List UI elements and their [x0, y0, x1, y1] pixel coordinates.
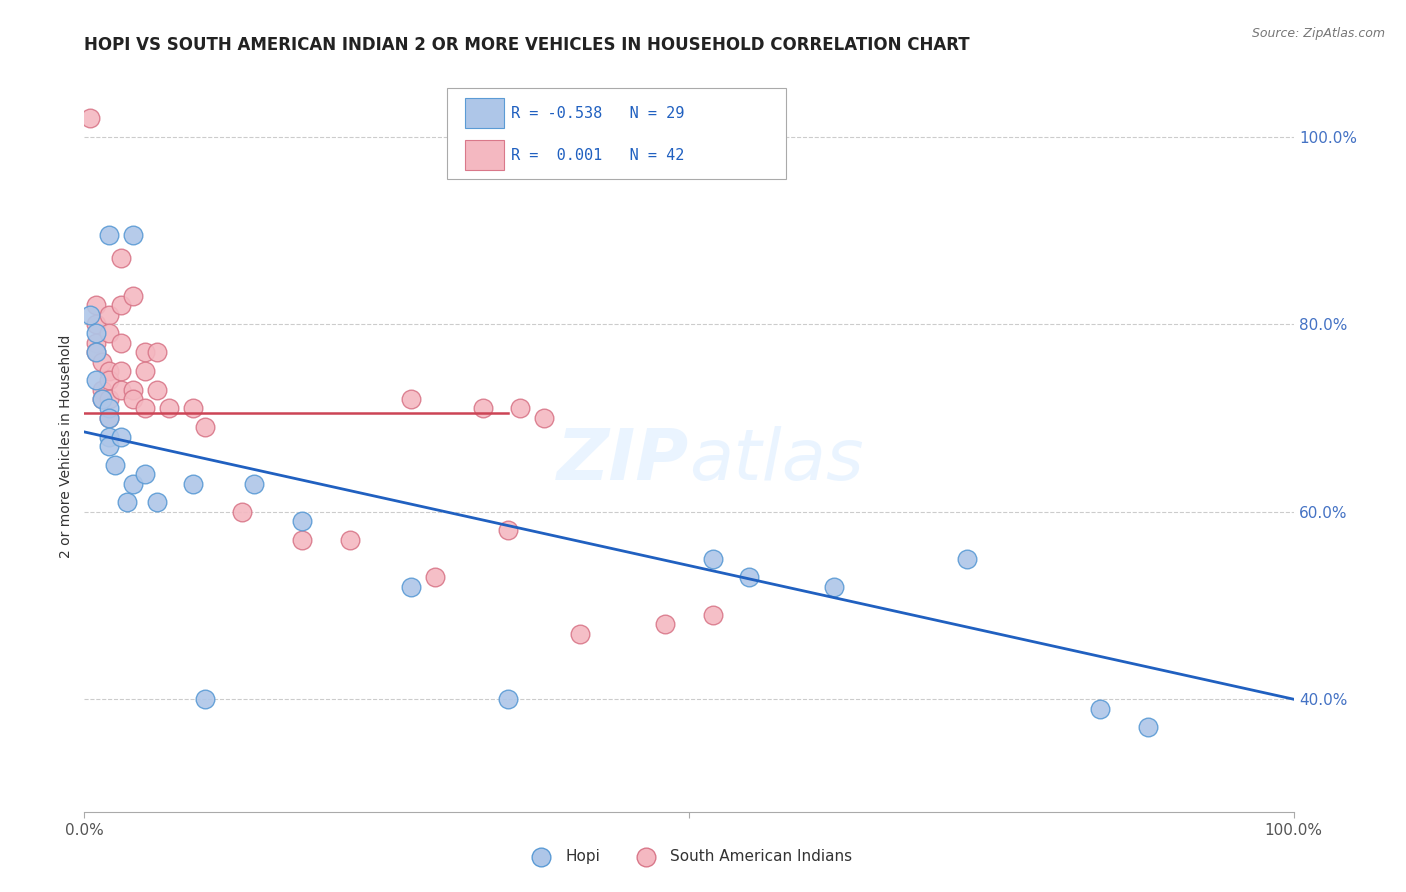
Point: [121, 392, 143, 406]
Point: [956, 551, 979, 566]
Point: [291, 533, 314, 547]
Point: [97, 410, 120, 425]
FancyBboxPatch shape: [447, 87, 786, 179]
Text: R = -0.538   N = 29: R = -0.538 N = 29: [512, 105, 685, 120]
Legend: Hopi, South American Indians: Hopi, South American Indians: [519, 843, 859, 870]
Point: [97, 410, 120, 425]
Point: [654, 617, 676, 632]
Point: [91, 354, 114, 368]
Point: [110, 429, 132, 443]
Point: [339, 533, 361, 547]
Point: [423, 570, 446, 584]
Point: [472, 401, 495, 416]
Point: [79, 111, 101, 125]
Point: [242, 476, 264, 491]
Point: [157, 401, 180, 416]
Point: [86, 345, 108, 359]
Point: [231, 505, 253, 519]
Point: [121, 476, 143, 491]
Point: [194, 420, 217, 434]
Point: [1088, 701, 1111, 715]
Point: [91, 392, 114, 406]
Point: [115, 495, 138, 509]
Point: [121, 227, 143, 242]
Point: [181, 401, 204, 416]
Text: Source: ZipAtlas.com: Source: ZipAtlas.com: [1251, 27, 1385, 40]
Point: [1137, 720, 1160, 734]
Point: [110, 364, 132, 378]
Text: atlas: atlas: [689, 426, 863, 495]
Point: [97, 429, 120, 443]
FancyBboxPatch shape: [465, 140, 503, 170]
Point: [97, 308, 120, 322]
Point: [86, 345, 108, 359]
Point: [496, 524, 519, 538]
Text: HOPI VS SOUTH AMERICAN INDIAN 2 OR MORE VEHICLES IN HOUSEHOLD CORRELATION CHART: HOPI VS SOUTH AMERICAN INDIAN 2 OR MORE …: [84, 36, 970, 54]
Y-axis label: 2 or more Vehicles in Household: 2 or more Vehicles in Household: [59, 334, 73, 558]
Point: [97, 439, 120, 453]
Point: [194, 692, 217, 706]
Point: [134, 401, 156, 416]
Point: [97, 392, 120, 406]
Point: [823, 580, 845, 594]
Point: [399, 580, 422, 594]
Point: [702, 551, 724, 566]
Point: [97, 373, 120, 387]
Point: [121, 383, 143, 397]
Point: [97, 364, 120, 378]
Point: [104, 458, 127, 472]
Point: [97, 401, 120, 416]
Point: [86, 335, 108, 350]
Point: [121, 289, 143, 303]
Point: [134, 467, 156, 482]
Point: [533, 410, 555, 425]
Point: [291, 514, 314, 528]
Point: [134, 345, 156, 359]
Point: [110, 335, 132, 350]
Point: [91, 392, 114, 406]
Point: [97, 326, 120, 341]
Point: [97, 227, 120, 242]
Point: [134, 364, 156, 378]
Point: [86, 373, 108, 387]
Point: [569, 626, 592, 640]
Point: [86, 326, 108, 341]
Text: ZIP: ZIP: [557, 426, 689, 495]
Point: [181, 476, 204, 491]
Point: [146, 383, 169, 397]
Point: [509, 401, 531, 416]
Point: [146, 345, 169, 359]
Point: [79, 308, 101, 322]
Point: [738, 570, 761, 584]
Point: [399, 392, 422, 406]
Point: [86, 298, 108, 312]
Point: [110, 383, 132, 397]
Point: [110, 298, 132, 312]
Point: [496, 692, 519, 706]
Point: [110, 252, 132, 266]
FancyBboxPatch shape: [465, 98, 503, 128]
Text: R =  0.001   N = 42: R = 0.001 N = 42: [512, 147, 685, 162]
Point: [702, 607, 724, 622]
Point: [146, 495, 169, 509]
Point: [86, 317, 108, 331]
Point: [91, 383, 114, 397]
